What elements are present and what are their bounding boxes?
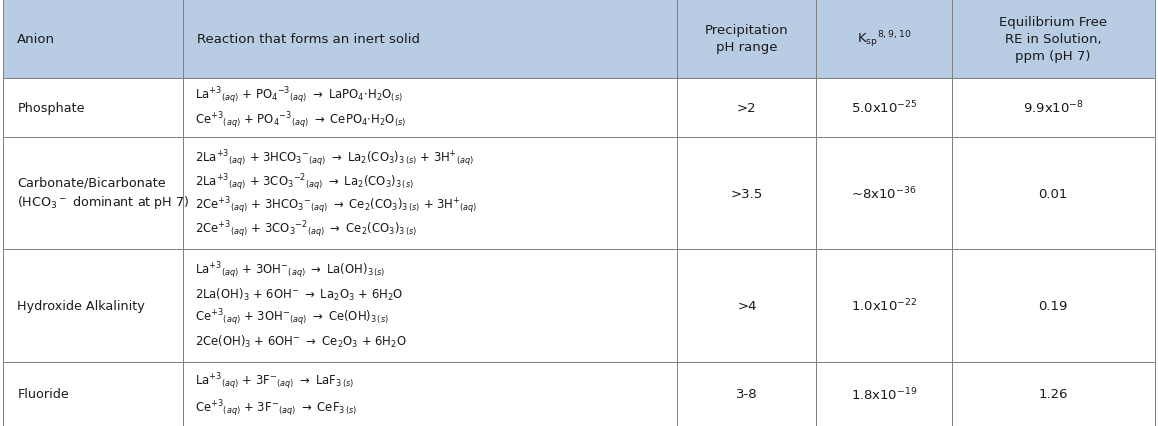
Text: 1.0x10$^{-22}$: 1.0x10$^{-22}$	[851, 297, 917, 314]
Text: 2La$^{+3}$$_{(aq)}$ + 3CO$_3$$^{-2}$$_{(aq)}$ $\rightarrow$ La$_2$(CO$_3$)$_{3\,: 2La$^{+3}$$_{(aq)}$ + 3CO$_3$$^{-2}$$_{(…	[195, 172, 413, 192]
Bar	[183, 362, 677, 426]
Bar	[816, 250, 952, 362]
Bar	[952, 138, 1155, 250]
Text: >4: >4	[738, 299, 756, 312]
Bar	[183, 250, 677, 362]
Text: 9.9x10$^{-8}$: 9.9x10$^{-8}$	[1023, 100, 1084, 116]
Text: 0.19: 0.19	[1039, 299, 1068, 312]
Text: 2Ce$^{+3}$$_{(aq)}$ + 3HCO$_3$$^{-}$$_{(aq)}$ $\rightarrow$ Ce$_2$(CO$_3$)$_{3\,: 2Ce$^{+3}$$_{(aq)}$ + 3HCO$_3$$^{-}$$_{(…	[195, 195, 477, 216]
Text: La$^{+3}$$_{(aq)}$ + 3OH$^{-}$$_{(aq)}$ $\rightarrow$ La(OH)$_{3\,(s)}$: La$^{+3}$$_{(aq)}$ + 3OH$^{-}$$_{(aq)}$ …	[195, 260, 386, 281]
Text: K$_\mathrm{sp}$$^{8,9,10}$: K$_\mathrm{sp}$$^{8,9,10}$	[857, 29, 911, 50]
Bar	[816, 362, 952, 426]
Text: 2Ce(OH)$_3$ + 6OH$^{-}$ $\rightarrow$ Ce$_2$O$_3$ + 6H$_2$O: 2Ce(OH)$_3$ + 6OH$^{-}$ $\rightarrow$ Ce…	[195, 333, 406, 349]
Text: La$^{+3}$$_{(aq)}$ + 3F$^{-}$$_{(aq)}$ $\rightarrow$ LaF$_{3\,(s)}$: La$^{+3}$$_{(aq)}$ + 3F$^{-}$$_{(aq)}$ $…	[195, 370, 353, 391]
Bar	[3, 362, 183, 426]
Bar	[677, 0, 816, 79]
Text: Carbonate/Bicarbonate
(HCO$_3$$^-$ dominant at pH 7): Carbonate/Bicarbonate (HCO$_3$$^-$ domin…	[17, 176, 190, 211]
Text: Phosphate: Phosphate	[17, 102, 85, 115]
Text: Ce$^{+3}$$_{(aq)}$ + 3F$^{-}$$_{(aq)}$ $\rightarrow$ CeF$_{3\,(s)}$: Ce$^{+3}$$_{(aq)}$ + 3F$^{-}$$_{(aq)}$ $…	[195, 397, 357, 417]
Bar	[183, 138, 677, 250]
Text: Hydroxide Alkalinity: Hydroxide Alkalinity	[17, 299, 145, 312]
Text: Ce$^{+3}$$_{(aq)}$ + PO$_4$$^{-3}$$_{(aq)}$ $\rightarrow$ CePO$_4$$\cdot$H$_2$O$: Ce$^{+3}$$_{(aq)}$ + PO$_4$$^{-3}$$_{(aq…	[195, 110, 405, 131]
Bar	[3, 0, 183, 79]
Bar	[816, 138, 952, 250]
Text: La$^{+3}$$_{(aq)}$ + PO$_4$$^{-3}$$_{(aq)}$ $\rightarrow$ LaPO$_4$$\cdot$H$_2$O$: La$^{+3}$$_{(aq)}$ + PO$_4$$^{-3}$$_{(aq…	[195, 86, 402, 106]
Bar	[816, 0, 952, 79]
Bar	[183, 0, 677, 79]
Bar	[816, 79, 952, 138]
Bar	[677, 362, 816, 426]
Text: Reaction that forms an inert solid: Reaction that forms an inert solid	[197, 33, 420, 46]
Bar	[952, 79, 1155, 138]
Text: 2La$^{+3}$$_{(aq)}$ + 3HCO$_3$$^{-}$$_{(aq)}$ $\rightarrow$ La$_2$(CO$_3$)$_{3\,: 2La$^{+3}$$_{(aq)}$ + 3HCO$_3$$^{-}$$_{(…	[195, 148, 474, 169]
Bar	[677, 138, 816, 250]
Text: 0.01: 0.01	[1039, 187, 1068, 200]
Bar	[677, 79, 816, 138]
Bar	[3, 250, 183, 362]
Text: ~8x10$^{-36}$: ~8x10$^{-36}$	[851, 185, 917, 202]
Bar	[3, 138, 183, 250]
Text: Anion: Anion	[17, 33, 56, 46]
Bar	[952, 250, 1155, 362]
Text: Precipitation
pH range: Precipitation pH range	[705, 24, 789, 55]
Bar	[952, 0, 1155, 79]
Bar	[952, 362, 1155, 426]
Text: Equilibrium Free
RE in Solution,
ppm (pH 7): Equilibrium Free RE in Solution, ppm (pH…	[999, 16, 1107, 63]
Text: >3.5: >3.5	[731, 187, 763, 200]
Text: 1.8x10$^{-19}$: 1.8x10$^{-19}$	[851, 386, 917, 402]
Bar	[3, 79, 183, 138]
Bar	[183, 79, 677, 138]
Text: 1.26: 1.26	[1039, 387, 1068, 400]
Text: 2La(OH)$_3$ + 6OH$^{-}$ $\rightarrow$ La$_2$O$_3$ + 6H$_2$O: 2La(OH)$_3$ + 6OH$^{-}$ $\rightarrow$ La…	[195, 286, 403, 302]
Text: 5.0x10$^{-25}$: 5.0x10$^{-25}$	[851, 100, 917, 116]
Text: 3-8: 3-8	[736, 387, 757, 400]
Text: >2: >2	[738, 102, 756, 115]
Bar	[677, 250, 816, 362]
Text: 2Ce$^{+3}$$_{(aq)}$ + 3CO$_3$$^{-2}$$_{(aq)}$ $\rightarrow$ Ce$_2$(CO$_3$)$_{3\,: 2Ce$^{+3}$$_{(aq)}$ + 3CO$_3$$^{-2}$$_{(…	[195, 219, 417, 239]
Text: Fluoride: Fluoride	[17, 387, 69, 400]
Text: Ce$^{+3}$$_{(aq)}$ + 3OH$^{-}$$_{(aq)}$ $\rightarrow$ Ce(OH)$_{3\,(s)}$: Ce$^{+3}$$_{(aq)}$ + 3OH$^{-}$$_{(aq)}$ …	[195, 307, 388, 328]
